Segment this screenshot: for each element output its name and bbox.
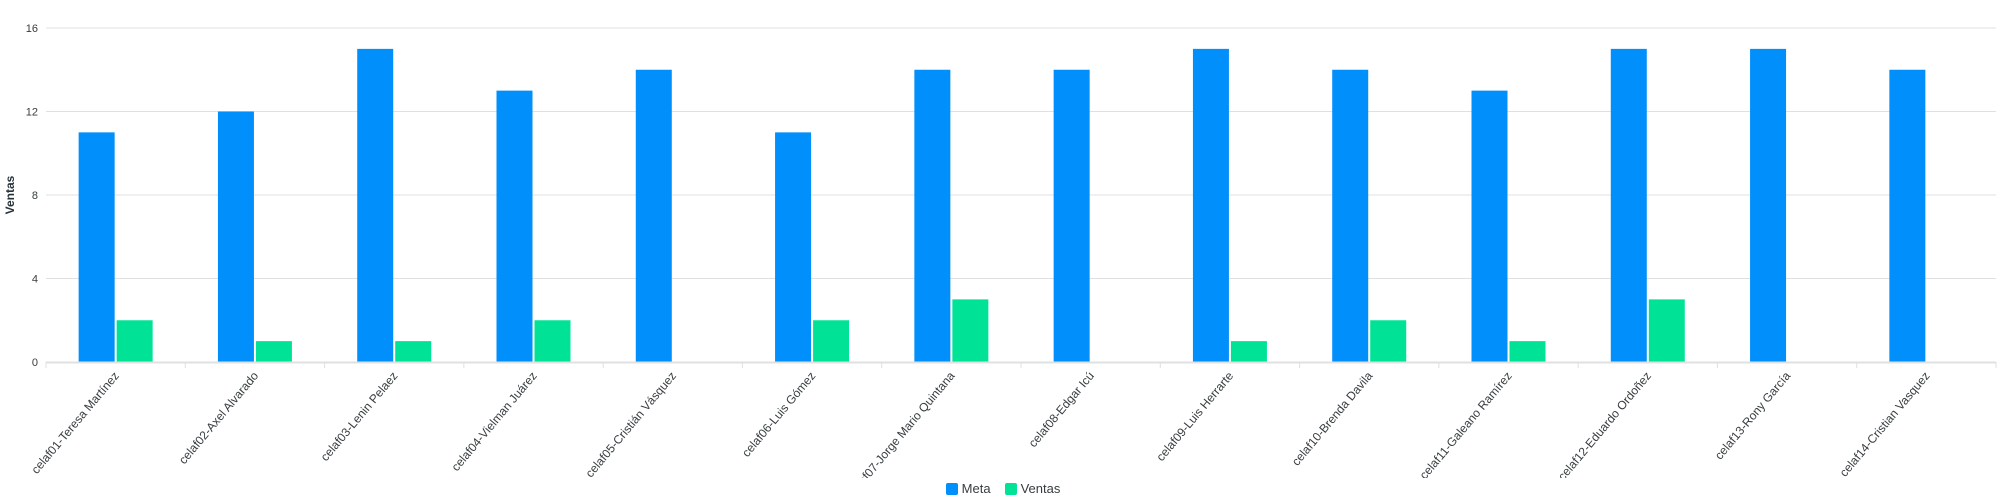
x-tick-label: celaf14-Cristian Vasquez bbox=[1837, 369, 1933, 478]
legend-item-meta[interactable]: Meta bbox=[945, 481, 991, 496]
x-tick-label: celaf13-Rony García bbox=[1712, 369, 1794, 463]
bar-ventas bbox=[395, 341, 432, 362]
legend-swatch-ventas bbox=[1004, 482, 1017, 495]
y-tick-label: 16 bbox=[26, 23, 38, 35]
x-tick-label: celaf09-Luis Herrarte bbox=[1153, 369, 1236, 464]
bar-meta bbox=[217, 111, 254, 362]
bar-ventas bbox=[116, 320, 153, 362]
y-tick-label: 8 bbox=[32, 190, 38, 202]
bar-ventas bbox=[1509, 341, 1546, 362]
x-tick-label: celaf05-Cristián Vásquez bbox=[583, 369, 679, 478]
bar-meta bbox=[1889, 69, 1926, 362]
y-tick-label: 0 bbox=[32, 357, 38, 369]
bar-meta bbox=[78, 132, 115, 362]
bar-meta bbox=[1471, 90, 1508, 362]
bar-meta bbox=[1610, 48, 1647, 362]
x-tick-label: celaf04-Vielman Juárez bbox=[449, 369, 540, 474]
bars bbox=[78, 48, 1926, 362]
y-tick-label: 4 bbox=[32, 274, 38, 286]
bar-ventas bbox=[1230, 341, 1267, 362]
bar-ventas bbox=[813, 320, 850, 362]
y-axis: 0 4 8 12 16 bbox=[26, 23, 38, 369]
x-axis: celaf01-Teresa Martínez celaf02-Axel Alva… bbox=[28, 361, 1997, 478]
x-tick-label: celaf07-Jorge Mario Quintana bbox=[845, 369, 958, 478]
bar-ventas bbox=[534, 320, 571, 362]
legend-label-ventas: Ventas bbox=[1020, 481, 1061, 496]
bar-meta bbox=[1053, 69, 1090, 362]
bar-ventas bbox=[255, 341, 292, 362]
x-tick-label: celaf01-Teresa Martínez bbox=[28, 369, 121, 477]
legend-swatch-meta bbox=[945, 482, 958, 495]
x-tick-label: celaf12-Eduardo Ordoñez bbox=[1555, 369, 1654, 478]
bar-ventas bbox=[1648, 299, 1685, 362]
legend: Meta Ventas bbox=[0, 481, 2006, 496]
x-tick-label: celaf08-Edgar Icú bbox=[1026, 369, 1097, 450]
bar-meta bbox=[775, 132, 812, 362]
bar-meta bbox=[914, 69, 951, 362]
bar-meta bbox=[635, 69, 672, 362]
legend-item-ventas[interactable]: Ventas bbox=[1004, 481, 1061, 496]
bar-meta bbox=[1332, 69, 1369, 362]
x-tick-label: celaf11-Galeano Ramírez bbox=[1417, 369, 1515, 478]
y-axis-title: Ventas bbox=[3, 175, 17, 214]
y-tick-label: 12 bbox=[26, 107, 38, 119]
bar-meta bbox=[1750, 48, 1787, 362]
bar-meta bbox=[496, 90, 533, 362]
bar-meta bbox=[357, 48, 394, 362]
grid bbox=[46, 27, 1996, 279]
x-tick-label: celaf02-Axel Alvarado bbox=[176, 369, 262, 467]
x-tick-label: celaf06-Luis Gómez bbox=[739, 369, 818, 460]
legend-label-meta: Meta bbox=[961, 481, 991, 496]
bar-ventas bbox=[952, 299, 989, 362]
bar-meta bbox=[1192, 48, 1229, 362]
bar-ventas bbox=[1370, 320, 1407, 362]
x-tick-label: celaf03-Lenin Pelaez bbox=[318, 369, 401, 464]
x-tick-label: celaf10-Brenda Davila bbox=[1289, 369, 1376, 469]
